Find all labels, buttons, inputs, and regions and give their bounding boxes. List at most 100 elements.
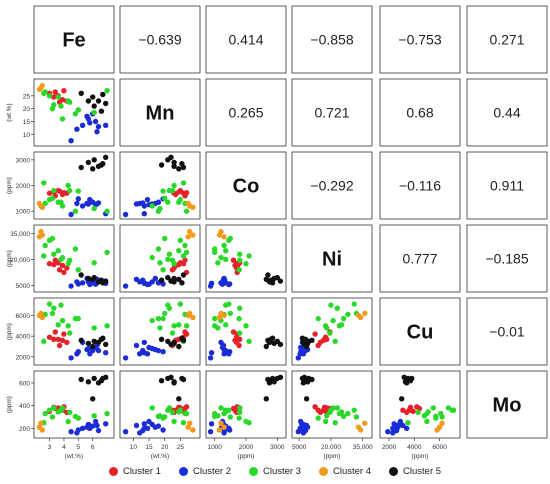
data-point bbox=[404, 425, 410, 431]
data-point bbox=[315, 342, 321, 349]
data-point bbox=[183, 404, 190, 410]
data-point bbox=[221, 424, 227, 430]
x-tick-label: 20,000 bbox=[321, 444, 341, 451]
data-point bbox=[158, 378, 165, 384]
data-point bbox=[122, 283, 129, 289]
data-point bbox=[269, 375, 276, 382]
data-point bbox=[149, 203, 155, 209]
data-point bbox=[42, 410, 48, 417]
data-point bbox=[227, 281, 233, 287]
data-point bbox=[404, 380, 410, 386]
data-point bbox=[177, 260, 183, 266]
data-point bbox=[75, 415, 82, 421]
data-point bbox=[421, 413, 428, 419]
x-tick-label: 2000 bbox=[382, 444, 397, 451]
data-point bbox=[171, 339, 177, 346]
data-point bbox=[55, 322, 61, 328]
data-point bbox=[171, 182, 177, 189]
data-point bbox=[162, 235, 168, 242]
data-point bbox=[91, 375, 97, 382]
data-point bbox=[61, 331, 67, 337]
data-point bbox=[227, 235, 233, 242]
data-point bbox=[103, 341, 109, 348]
x-axis-unit: (wt.%) bbox=[65, 453, 83, 460]
data-point bbox=[157, 260, 163, 266]
data-point bbox=[334, 305, 340, 311]
data-point bbox=[91, 205, 97, 212]
data-point bbox=[183, 190, 190, 196]
data-point bbox=[61, 269, 67, 276]
data-point bbox=[179, 280, 185, 286]
correlation-value: −0.858 bbox=[310, 32, 353, 48]
data-point bbox=[237, 405, 243, 411]
data-point bbox=[152, 424, 158, 430]
data-point bbox=[223, 302, 229, 308]
legend-label: Cluster 1 bbox=[122, 465, 161, 477]
variable-label: Mn bbox=[146, 103, 175, 125]
y-tick-label: 20 bbox=[23, 106, 31, 113]
x-tick-label: 15 bbox=[145, 444, 153, 451]
data-point bbox=[439, 420, 445, 426]
data-point bbox=[61, 88, 67, 94]
data-point bbox=[330, 317, 336, 324]
panel-frame bbox=[119, 78, 201, 147]
data-point bbox=[223, 256, 229, 263]
data-point bbox=[75, 188, 82, 194]
data-point bbox=[95, 339, 102, 346]
data-point bbox=[185, 234, 191, 240]
data-point bbox=[36, 86, 43, 93]
data-point bbox=[400, 407, 406, 413]
data-point bbox=[190, 314, 196, 321]
data-point bbox=[179, 335, 185, 341]
data-point bbox=[90, 94, 96, 100]
data-point bbox=[165, 256, 171, 263]
data-point bbox=[265, 272, 271, 278]
y-tick-label: 2000 bbox=[16, 354, 31, 361]
data-point bbox=[180, 272, 187, 278]
x-axis-unit: (ppm) bbox=[412, 453, 429, 460]
data-point bbox=[212, 249, 218, 256]
data-point bbox=[141, 339, 147, 346]
y-tick-label: 600 bbox=[19, 380, 30, 387]
data-point bbox=[409, 375, 415, 382]
panel-frame bbox=[119, 5, 201, 74]
data-point bbox=[340, 315, 347, 322]
data-point bbox=[449, 407, 455, 413]
data-point bbox=[100, 280, 106, 286]
data-point bbox=[430, 405, 436, 411]
data-point bbox=[180, 180, 187, 186]
data-point bbox=[49, 106, 56, 112]
data-point bbox=[362, 310, 368, 317]
data-point bbox=[266, 380, 273, 386]
data-point bbox=[67, 409, 73, 416]
data-point bbox=[79, 280, 86, 286]
data-point bbox=[237, 330, 243, 336]
panel-frame bbox=[466, 151, 548, 220]
data-point bbox=[216, 314, 223, 321]
data-point bbox=[72, 208, 79, 214]
data-point bbox=[75, 196, 82, 202]
data-point bbox=[103, 421, 109, 427]
data-point bbox=[85, 98, 92, 104]
data-point bbox=[243, 261, 249, 267]
data-point bbox=[345, 311, 351, 318]
data-point bbox=[55, 336, 61, 342]
data-point bbox=[133, 342, 140, 349]
data-point bbox=[133, 422, 140, 429]
correlation-value: −0.116 bbox=[399, 178, 441, 194]
data-point bbox=[221, 346, 227, 353]
data-point bbox=[152, 275, 158, 282]
data-point bbox=[208, 280, 215, 286]
data-point bbox=[65, 418, 71, 425]
data-point bbox=[351, 301, 357, 307]
data-point bbox=[263, 276, 269, 282]
data-point bbox=[59, 405, 66, 411]
y-tick-label: 35,000 bbox=[10, 231, 30, 238]
x-tick-label: 10 bbox=[130, 444, 138, 451]
data-point bbox=[303, 422, 310, 429]
data-point bbox=[75, 315, 82, 322]
data-point bbox=[330, 405, 336, 411]
panel-frame bbox=[291, 151, 373, 220]
data-point bbox=[95, 163, 102, 169]
data-point bbox=[243, 418, 249, 425]
